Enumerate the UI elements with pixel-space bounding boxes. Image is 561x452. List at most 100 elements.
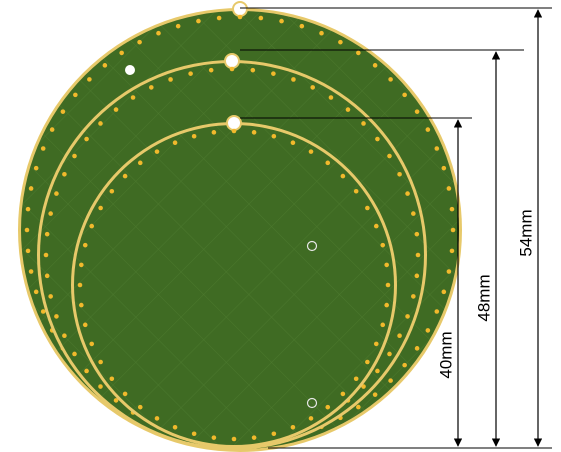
via-dot [338, 39, 343, 45]
via-dot [137, 39, 142, 45]
via-dot [308, 149, 314, 154]
via-dot [40, 146, 46, 151]
via-dot [308, 416, 314, 421]
via-dot [216, 15, 222, 21]
mounting-hole [125, 65, 135, 75]
via-dot [191, 133, 197, 139]
via-dot [290, 140, 296, 146]
dimension-label-48mm: 48mm [474, 274, 493, 321]
via-dot [73, 92, 78, 98]
via-dot [113, 107, 119, 112]
via-dot [388, 77, 393, 82]
via-dot [54, 314, 59, 319]
via-dot [98, 121, 103, 126]
via-dot [154, 416, 160, 421]
via-dot [375, 368, 380, 374]
via-dot [319, 30, 324, 36]
via-dot [72, 351, 77, 357]
via-dot [62, 333, 67, 339]
via-dot [137, 404, 143, 410]
via-dot [356, 404, 361, 410]
via-dot [168, 77, 173, 82]
via-dot [24, 227, 30, 233]
via-dot [122, 391, 128, 397]
board-notch [232, 1, 248, 17]
via-dot [44, 273, 50, 279]
via-dot [402, 362, 407, 368]
via-dot [79, 302, 84, 308]
via-dot [373, 223, 379, 229]
via-dot [415, 252, 421, 258]
via-dot [446, 186, 452, 191]
via-dot [271, 71, 276, 76]
via-dot [402, 92, 407, 98]
via-dot [148, 85, 154, 90]
via-dot [48, 211, 53, 216]
via-dot [365, 359, 370, 365]
via-dot [449, 248, 455, 254]
board-40mm [71, 115, 397, 448]
via-dot [340, 391, 346, 397]
via-dot [60, 109, 66, 114]
via-dot [388, 378, 393, 383]
via-dot [365, 205, 370, 211]
via-dot [405, 314, 410, 319]
via-dot [87, 77, 92, 82]
via-dot [372, 63, 378, 68]
via-dot [290, 424, 296, 430]
via-dot [33, 165, 39, 171]
via-dot [299, 23, 305, 29]
via-dot [208, 67, 214, 73]
via-dot [33, 289, 39, 295]
via-dot [291, 77, 296, 82]
via-dot [44, 231, 50, 237]
via-dot [25, 248, 31, 254]
mounting-hole [306, 240, 318, 252]
via-dot [361, 121, 366, 126]
via-dot [89, 223, 95, 229]
via-dot [231, 128, 237, 134]
via-dot [89, 341, 95, 347]
via-dot [387, 153, 392, 159]
dimension-lines: 54mm 48mm 40mm [240, 7, 552, 449]
via-dot [48, 294, 53, 299]
via-dot [434, 146, 440, 151]
via-dot [397, 171, 402, 177]
via-dot [325, 160, 331, 166]
via-dot [325, 404, 331, 410]
via-dot [373, 341, 379, 347]
via-dot [122, 173, 128, 179]
via-dot [211, 130, 217, 135]
via-dot [84, 368, 89, 374]
via-dot [375, 136, 380, 142]
via-dot [102, 63, 108, 68]
via-dot [82, 322, 88, 328]
via-dot [414, 231, 420, 237]
via-dot [411, 211, 416, 216]
via-dot [384, 302, 389, 308]
via-dot [449, 206, 455, 212]
via-dot [109, 376, 115, 382]
via-dot [229, 66, 235, 72]
via-dot [450, 227, 456, 233]
via-dot [380, 322, 386, 328]
via-dot [188, 71, 193, 76]
board-copper-grid [74, 125, 394, 445]
board-notch [224, 53, 240, 69]
via-dot [405, 191, 410, 196]
via-dot [172, 140, 178, 146]
via-dot [130, 95, 136, 100]
via-dot [353, 376, 359, 382]
via-dot [279, 18, 284, 24]
via-dot [441, 289, 447, 295]
mounting-hole [306, 397, 318, 409]
via-dot [77, 282, 83, 288]
via-dot [414, 273, 420, 279]
via-dot [25, 206, 31, 212]
via-dot [251, 435, 257, 440]
via-dot [425, 328, 431, 333]
via-dot [137, 160, 143, 166]
via-dot [356, 50, 361, 56]
via-dot [172, 424, 178, 430]
via-dot [385, 282, 391, 288]
